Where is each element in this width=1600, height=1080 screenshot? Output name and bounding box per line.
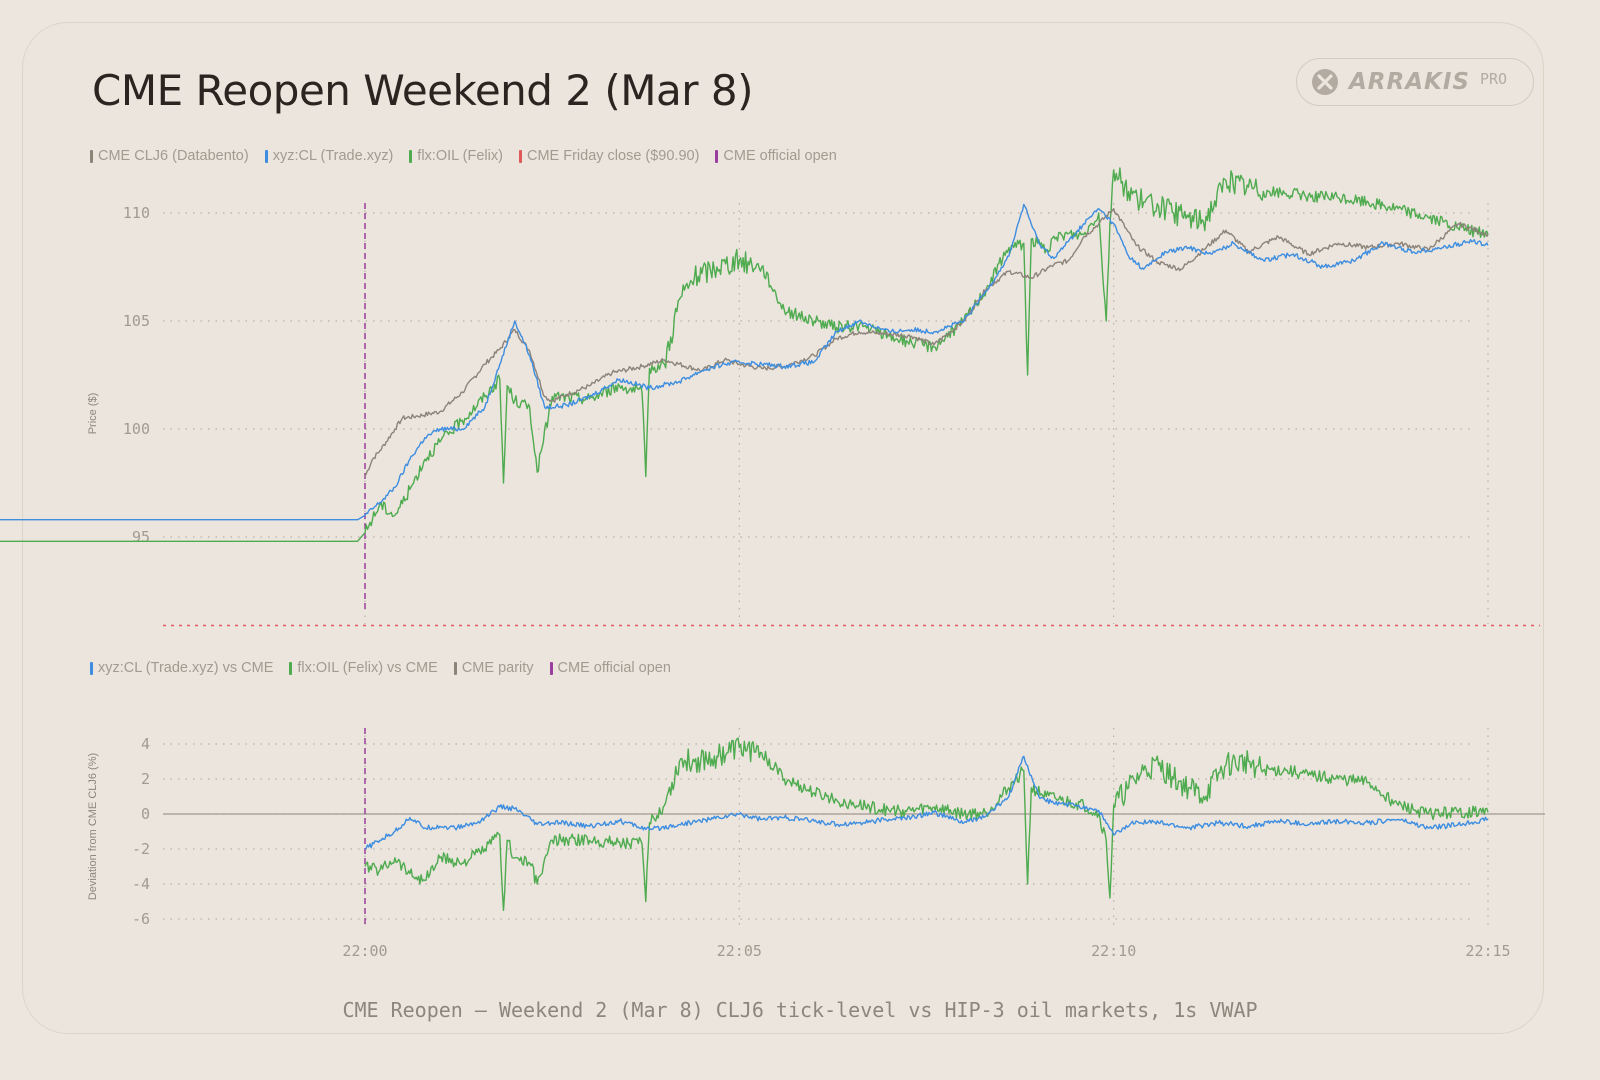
legend-swatch: [289, 661, 293, 675]
y-axis-label: Price ($): [87, 393, 99, 435]
legend-swatch: [715, 149, 719, 163]
legend-label: flx:OIL (Felix) vs CME: [297, 660, 438, 676]
legend-swatch: [264, 149, 268, 163]
legend-label: xyz:CL (Trade.xyz) vs CME: [98, 660, 274, 676]
y-tick-label: 2: [141, 770, 150, 788]
legend-swatch: [409, 149, 413, 163]
legend-item[interactable]: flx:OIL (Felix): [409, 148, 503, 164]
arrakis-x-icon: [1312, 69, 1338, 95]
series-line-flx: [0, 167, 1489, 542]
legend-label: xyz:CL (Trade.xyz): [272, 148, 394, 164]
y-tick-label: 110: [123, 204, 150, 222]
legend-item[interactable]: xyz:CL (Trade.xyz) vs CME: [90, 660, 273, 676]
legend-label: CME CLJ6 (Databento): [98, 148, 249, 164]
x-tick-label: 22:05: [717, 942, 762, 960]
chart-caption: CME Reopen — Weekend 2 (Mar 8) CLJ6 tick…: [342, 998, 1258, 1022]
legend-swatch: [549, 661, 553, 675]
y-tick-label: 4: [141, 735, 150, 753]
y-tick-label: 95: [132, 528, 150, 546]
legend-item[interactable]: flx:OIL (Felix) vs CME: [289, 660, 438, 676]
deviation-legend: xyz:CL (Trade.xyz) vs CME flx:OIL (Felix)…: [90, 660, 671, 676]
x-tick-label: 22:10: [1091, 942, 1136, 960]
legend-swatch: [518, 149, 522, 163]
price-legend: CME CLJ6 (Databento) xyz:CL (Trade.xyz) fl…: [90, 148, 837, 164]
legend-label: CME Friday close ($90.90): [526, 148, 700, 164]
legend-item[interactable]: CME Friday close ($90.90): [518, 148, 700, 164]
legend-swatch: [90, 661, 93, 675]
x-tick-label: 22:00: [342, 942, 387, 960]
legend-item[interactable]: CME official open: [549, 660, 671, 676]
y-tick-label: 100: [123, 420, 150, 438]
y-tick-label: -6: [132, 910, 150, 928]
legend-label: flx:OIL (Felix): [417, 148, 503, 164]
legend-label: CME official open: [557, 660, 671, 676]
y-tick-label: -2: [132, 840, 150, 858]
y-tick-label: 105: [123, 312, 150, 330]
series-line-xyz: [364, 755, 1489, 850]
logo-badge: PRO: [1479, 70, 1508, 88]
y-tick-label: 0: [141, 805, 150, 823]
chart-card: [22, 22, 1544, 1034]
series-line-xyz: [0, 203, 1489, 521]
legend-item[interactable]: CME official open: [715, 148, 837, 164]
logo-wordmark: ARRAKIS: [1349, 69, 1470, 95]
series-line-cme: [364, 208, 1489, 477]
page-title: CME Reopen Weekend 2 (Mar 8): [92, 66, 753, 115]
legend-item[interactable]: CME CLJ6 (Databento): [90, 148, 249, 164]
arrakis-logo[interactable]: ARRAKIS PRO: [1296, 58, 1534, 106]
legend-item[interactable]: CME parity: [453, 660, 534, 676]
y-tick-label: -4: [132, 875, 150, 893]
legend-swatch: [90, 149, 93, 163]
legend-label: CME parity: [461, 660, 534, 676]
series-line-flx: [364, 737, 1489, 911]
legend-swatch: [453, 661, 457, 675]
legend-item[interactable]: xyz:CL (Trade.xyz): [264, 148, 394, 164]
y-axis-label: Deviation from CME CLJ6 (%): [87, 753, 99, 900]
x-tick-label: 22:15: [1465, 942, 1510, 960]
legend-label: CME official open: [723, 148, 837, 164]
